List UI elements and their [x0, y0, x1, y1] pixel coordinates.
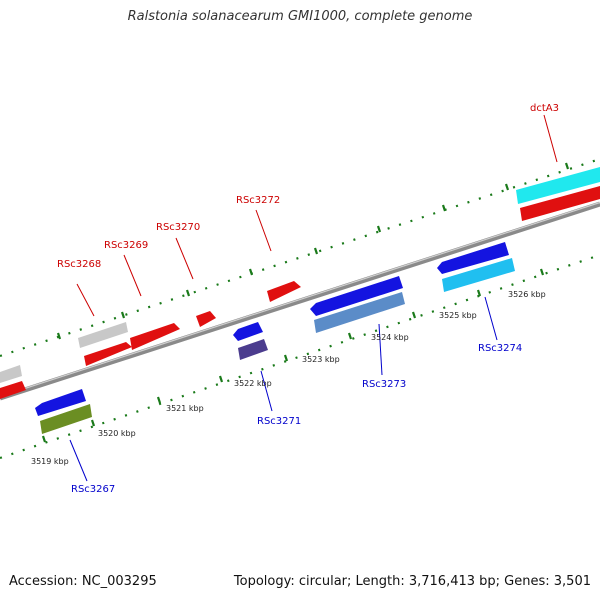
gene-block-rsc3271-blue[interactable] — [233, 322, 263, 341]
gene-label-rsc3270[interactable]: RSc3270 — [156, 222, 200, 233]
gene-block-dcta3-cyan[interactable] — [516, 167, 600, 204]
gene-block-rsc3268-grey[interactable] — [78, 322, 128, 348]
gene-label-rsc3269[interactable]: RSc3269 — [104, 240, 148, 251]
reverse-major-ticks — [41, 268, 545, 443]
gene-block-rsc3269[interactable] — [130, 323, 180, 350]
gene-label-rsc3268[interactable]: RSc3268 — [57, 259, 101, 270]
genome-backbone — [0, 201, 600, 401]
forward-tick-track — [0, 157, 600, 358]
gene-block-red-left[interactable] — [0, 381, 26, 399]
gene-label-rsc3274[interactable]: RSc3274 — [478, 343, 522, 354]
forward-major-ticks — [56, 162, 570, 340]
gene-block-rsc3273-blue[interactable] — [310, 276, 403, 316]
gene-label-rsc3267[interactable]: RSc3267 — [71, 484, 115, 495]
reverse-gene-features — [35, 242, 515, 434]
kbp-label-3523: 3523 kbp — [302, 355, 340, 364]
genome-summary-text: Topology: circular; Length: 3,716,413 bp… — [233, 574, 591, 589]
gene-block-rsc3267[interactable] — [35, 389, 86, 416]
gene-block-rsc3274[interactable] — [442, 258, 515, 292]
kbp-label-3524: 3524 kbp — [371, 333, 409, 342]
kbp-tick-labels: 3519 kbp 3520 kbp 3521 kbp 3522 kbp 3523… — [31, 290, 546, 466]
kbp-label-3520: 3520 kbp — [98, 429, 136, 438]
forward-gene-labels: RSc3268 RSc3269 RSc3270 RSc3272 dctA3 — [57, 103, 559, 270]
map-title: Ralstonia solanacearum GMI1000, complete… — [127, 9, 473, 24]
gene-block-rsc3271[interactable] — [238, 339, 268, 360]
kbp-label-3525: 3525 kbp — [439, 311, 477, 320]
gene-block-grey-left[interactable] — [0, 365, 22, 383]
kbp-label-3521: 3521 kbp — [166, 404, 204, 413]
label-leader-lines — [69, 114, 558, 482]
gene-label-rsc3272[interactable]: RSc3272 — [236, 195, 280, 206]
kbp-label-3526: 3526 kbp — [508, 290, 546, 299]
kbp-label-3522: 3522 kbp — [234, 379, 272, 388]
gene-block-rsc3273[interactable] — [314, 292, 405, 333]
gene-block-olive[interactable] — [40, 404, 92, 434]
gene-block-dcta3[interactable] — [520, 186, 600, 221]
gene-label-dcta3[interactable]: dctA3 — [530, 103, 559, 114]
gene-block-rsc3268[interactable] — [84, 342, 132, 366]
gene-label-rsc3273[interactable]: RSc3273 — [362, 379, 406, 390]
accession-text: Accession: NC_003295 — [9, 574, 157, 589]
reverse-gene-labels: RSc3267 RSc3271 RSc3273 RSc3274 — [71, 343, 522, 495]
gene-block-rsc3272[interactable] — [267, 281, 301, 302]
forward-gene-features — [0, 167, 600, 399]
genome-backbone-highlight — [0, 201, 600, 398]
gene-block-rsc3274-blue[interactable] — [437, 242, 509, 274]
kbp-label-3519: 3519 kbp — [31, 457, 69, 466]
gene-label-rsc3271[interactable]: RSc3271 — [257, 416, 301, 427]
gene-block-rsc3270[interactable] — [196, 311, 216, 327]
